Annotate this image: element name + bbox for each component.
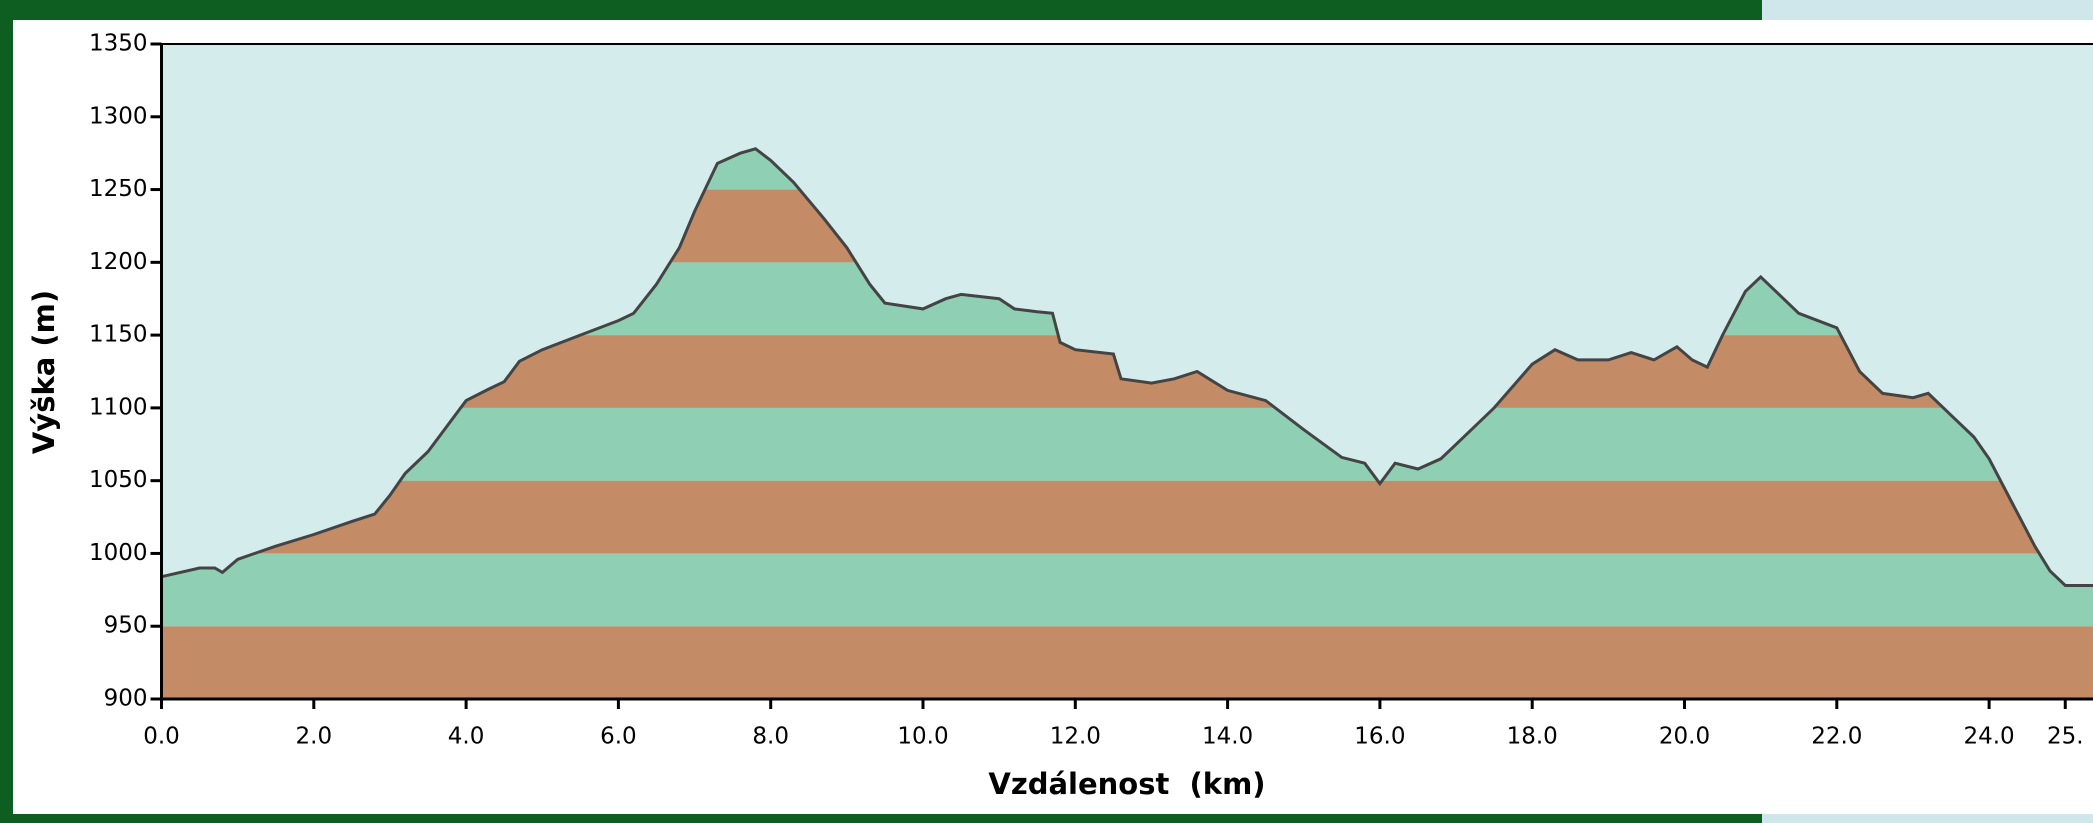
elevation-band — [162, 553, 2093, 626]
x-tick-label: 18.0 — [1507, 724, 1558, 750]
x-tick-label: 25. — [2047, 724, 2084, 750]
x-axis-label: Vzdálenost (km) — [988, 767, 1265, 801]
y-tick-label: 1050 — [89, 467, 148, 493]
x-tick-label: 10.0 — [897, 724, 948, 750]
x-tick-label: 22.0 — [1811, 724, 1862, 750]
map-sliver — [1762, 814, 2093, 823]
x-tick-label: 12.0 — [1050, 724, 1101, 750]
y-tick-label: 1150 — [89, 322, 148, 348]
x-tick-label: 6.0 — [600, 724, 637, 750]
x-tick-label: 14.0 — [1202, 724, 1253, 750]
y-axis-label: Výška (m) — [27, 290, 61, 454]
y-tick-label: 1100 — [89, 394, 148, 420]
y-tick-label: 1300 — [89, 103, 148, 129]
y-tick-label: 1000 — [89, 540, 148, 566]
x-tick-label: 2.0 — [296, 724, 333, 750]
map-sliver — [1762, 0, 2093, 20]
x-tick-label: 8.0 — [752, 724, 789, 750]
x-tick-label: 24.0 — [1963, 724, 2014, 750]
y-tick-label: 1250 — [89, 176, 148, 202]
y-tick-label: 900 — [104, 686, 148, 712]
chart: Vzdálenost (km) Výška (m) 900 950 1000 1050… — [0, 0, 2093, 823]
elevation-band — [162, 481, 2093, 554]
y-tick-label: 950 — [104, 613, 148, 639]
x-tick-label: 16.0 — [1354, 724, 1405, 750]
x-tick-label: 0.0 — [143, 724, 180, 750]
x-tick-label: 4.0 — [448, 724, 485, 750]
page: Vzdálenost (km) Výška (m) 900 950 1000 1050… — [0, 0, 2093, 823]
y-tick-label: 1200 — [89, 249, 148, 275]
y-tick-label: 1350 — [89, 31, 148, 57]
elevation-band — [162, 626, 2093, 699]
x-tick-label: 20.0 — [1659, 724, 1710, 750]
